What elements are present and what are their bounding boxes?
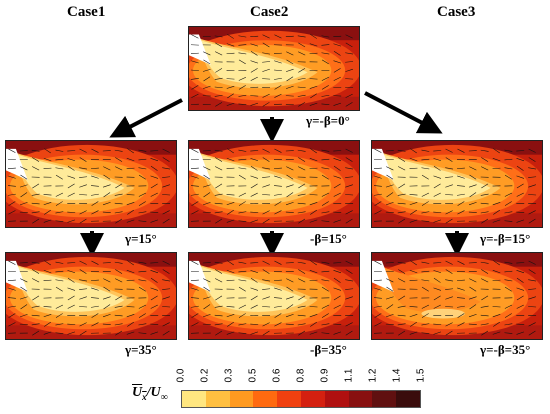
contour-panel-case1-row2 <box>5 252 177 340</box>
contour-panel-top <box>188 26 360 111</box>
colorbar-swatch <box>277 391 301 407</box>
label-case1-row2: γ=15° <box>125 231 157 246</box>
colorbar-swatch <box>396 391 420 407</box>
contour-panel-case2-row1 <box>188 140 360 228</box>
label-case1-row3: γ=35° <box>125 342 157 357</box>
colorbar <box>181 390 421 408</box>
colorbar-tick-label: 1.1 <box>343 368 355 383</box>
label-case3-row3: γ=-β=35° <box>480 342 531 357</box>
colorbar-tick-label: 0.3 <box>223 368 235 383</box>
case1-title: Case1 <box>67 4 106 20</box>
colorbar-tick-label: 0.2 <box>199 368 211 383</box>
colorbar-tick-label: 0.5 <box>247 368 259 383</box>
colorbar-tick-label: 0.9 <box>319 368 331 383</box>
colorbar-tick-label: 0.6 <box>271 368 283 383</box>
colorbar-swatch <box>300 391 325 407</box>
contour-panel-case2-row2 <box>188 252 360 340</box>
case2-title: Case2 <box>250 4 289 20</box>
label-case2-row3: -β=35° <box>310 342 347 357</box>
contour-panel-case3-row2 <box>371 252 543 340</box>
colorbar-tick-label: 1.5 <box>415 368 427 383</box>
colorbar-tick-label: 1.4 <box>391 368 403 383</box>
contour-panel-case3-row1 <box>371 140 543 228</box>
label-case3-row2: γ=-β=15° <box>480 231 531 246</box>
colorbar-tick-label: 0.8 <box>295 368 307 383</box>
colorbar-swatch <box>205 391 230 407</box>
colorbar-swatch <box>182 391 206 407</box>
colorbar-tick-label: 0.0 <box>175 368 187 383</box>
colorbar-swatch <box>253 391 278 407</box>
contour-panel-case1-row1 <box>5 140 177 228</box>
label-top-panel: γ=-β=0° <box>306 113 350 128</box>
colorbar-label: Ux/U∞ <box>132 385 168 403</box>
arrow-to-case1 <box>109 98 183 138</box>
arrow-to-case3 <box>364 91 443 134</box>
colorbar-tick-label: 1.2 <box>367 368 379 383</box>
colorbar-swatch <box>372 391 397 407</box>
colorbar-swatch <box>348 391 373 407</box>
colorbar-swatch <box>229 391 254 407</box>
colorbar-swatch <box>324 391 349 407</box>
case3-title: Case3 <box>437 4 476 20</box>
label-case2-row2: -β=15° <box>310 231 347 246</box>
